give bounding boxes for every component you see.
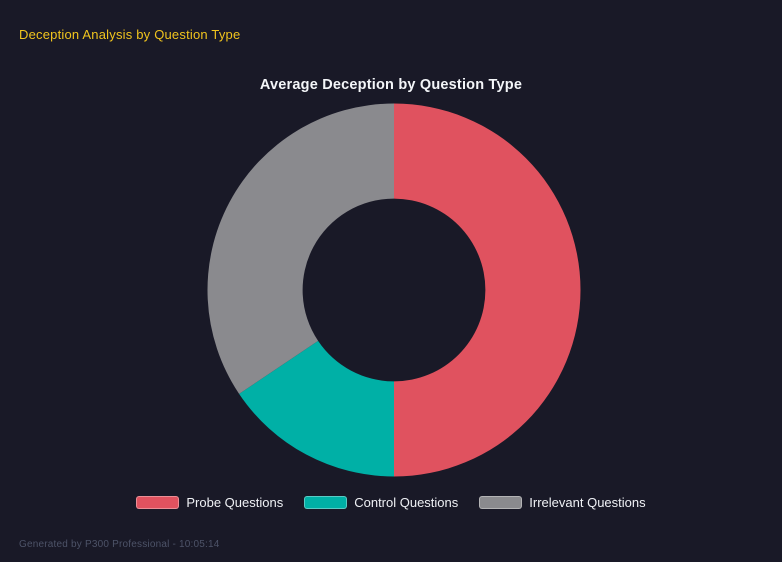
legend-item-probe-questions[interactable]: Probe Questions (136, 495, 283, 510)
legend-label-control-questions: Control Questions (354, 495, 459, 510)
legend-swatch-probe-questions (136, 496, 180, 509)
legend-swatch-irrelevant-questions (479, 496, 523, 509)
page-title: Deception Analysis by Question Type (19, 27, 241, 42)
legend-label-irrelevant-questions: Irrelevant Questions (529, 495, 646, 510)
chart-title: Average Deception by Question Type (259, 77, 523, 93)
legend-swatch-control-questions (304, 496, 348, 509)
donut-segment-control-questions[interactable] (239, 340, 394, 477)
footer-note: Generated by P300 Professional - 10:05:1… (19, 539, 220, 550)
legend-item-control-questions[interactable]: Control Questions (304, 495, 458, 510)
donut-segment-irrelevant-questions[interactable] (207, 103, 395, 394)
legend-item-irrelevant-questions[interactable]: Irrelevant Questions (479, 495, 646, 510)
donut-segment-probe-questions[interactable] (394, 103, 581, 477)
donut-chart (207, 103, 581, 477)
legend-label-probe-questions: Probe Questions (186, 495, 284, 510)
chart-legend: Probe Questions Control Questions Irrele… (0, 495, 782, 510)
